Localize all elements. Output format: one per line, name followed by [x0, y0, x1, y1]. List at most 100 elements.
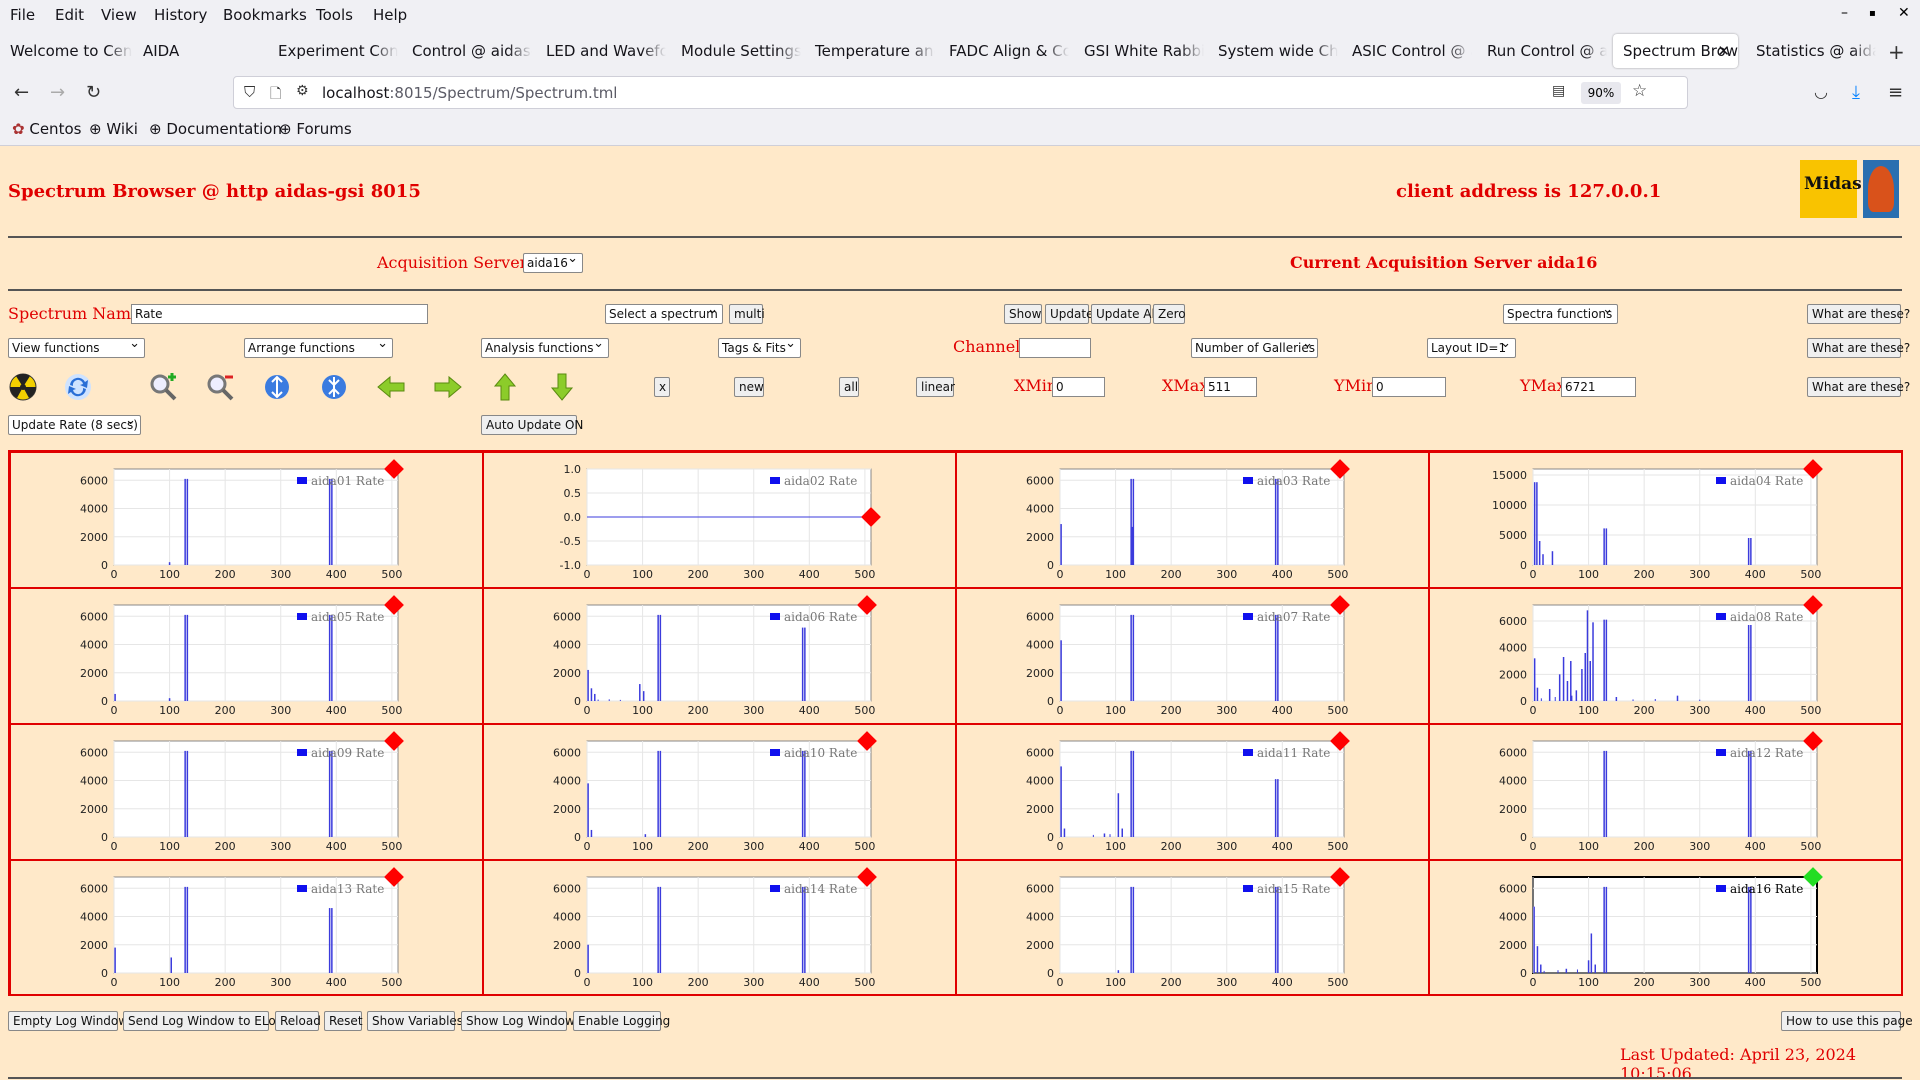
tab-system-check[interactable]: System wide Che	[1208, 34, 1338, 68]
update-all-button[interactable]: Update All	[1091, 304, 1158, 324]
zero-button[interactable]: Zero	[1153, 304, 1186, 324]
tab-aida[interactable]: AIDA	[133, 34, 229, 68]
spectra-functions-dropdown[interactable]: Spectra functions	[1503, 302, 1618, 324]
forward-arrow-icon[interactable]: →	[50, 82, 66, 103]
spectrum-cell[interactable]: 0 100 200 300 400 500 0 2000 4000 6000 aida10 Rate	[483, 724, 956, 860]
update-rate-dropdown[interactable]: Update Rate (8 secs)	[8, 413, 141, 435]
menu-history[interactable]: History	[154, 6, 208, 24]
tab-led-waveform[interactable]: LED and Wavefor	[536, 34, 666, 68]
what-are-these-button-3[interactable]: What are these?	[1807, 377, 1910, 397]
x-button[interactable]: x	[654, 377, 670, 397]
tab-control[interactable]: Control @ aidas-	[402, 34, 532, 68]
acquisition-server-select[interactable]: aida16	[523, 251, 583, 273]
spectrum-cell[interactable]: 0 100 200 300 400 500 0 2000 4000 6000 aida05 Rate	[10, 588, 483, 724]
new-tab-button[interactable]: +	[1888, 40, 1905, 64]
multi-button[interactable]: multi	[729, 304, 765, 324]
ymax-input[interactable]: 6721	[1561, 377, 1636, 397]
show-button[interactable]: Show	[1004, 304, 1042, 324]
spectrum-cell[interactable]: 0 100 200 300 400 500 0 2000 4000 6000 aida06 Rate	[483, 588, 956, 724]
show-variables-button[interactable]: Show Variables	[367, 1011, 463, 1031]
menu-help[interactable]: Help	[373, 6, 408, 24]
menu-bookmarks[interactable]: Bookmarks	[223, 6, 307, 24]
menu-edit[interactable]: Edit	[55, 6, 85, 24]
enable-logging-button[interactable]: Enable Logging	[573, 1011, 670, 1031]
update-button[interactable]: Update	[1045, 304, 1093, 324]
tab-spectrum-browser[interactable]: Spectrum Brow ✕	[1613, 34, 1738, 68]
bookmark-documentation[interactable]: ⊕ Documentation	[149, 120, 282, 138]
view-functions-dropdown[interactable]: View functions	[8, 336, 145, 358]
number-of-galleries-dropdown[interactable]: Number of Galleries	[1191, 336, 1318, 358]
tab-white-rabbit[interactable]: GSI White Rabbit	[1074, 34, 1204, 68]
hamburger-menu-icon[interactable]: ≡	[1888, 82, 1904, 103]
spectrum-cell[interactable]: 0 100 200 300 400 500 0 2000 4000 6000 aida03 Rate	[956, 452, 1429, 588]
spectrum-cell[interactable]: 0 100 200 300 400 500 0 5000 10000 15000 aida04 Ra…	[1429, 452, 1902, 588]
refresh-icon[interactable]	[63, 372, 93, 402]
what-are-these-button-2[interactable]: What are these?	[1807, 338, 1910, 358]
new-button[interactable]: new	[734, 377, 764, 397]
tab-welcome[interactable]: Welcome to Cent	[0, 34, 132, 68]
select-spectrum-dropdown[interactable]: Select a spectrum	[605, 302, 723, 324]
send-log-to-elog-button[interactable]: Send Log Window to ELog	[123, 1011, 283, 1031]
spectrum-cell[interactable]: 0 100 200 300 400 500 0 2000 4000 6000 aida13 Rate	[10, 860, 483, 996]
tags-fits-dropdown[interactable]: Tags & Fits	[718, 336, 801, 358]
layout-id-dropdown[interactable]: Layout ID=1	[1427, 336, 1516, 358]
url-bar[interactable]: ⛉ 🗋 ⚙ localhost:8015/Spectrum/Spectrum.t…	[233, 76, 1688, 109]
xmax-input[interactable]: 511	[1204, 377, 1257, 397]
zoom-level[interactable]: 90%	[1581, 82, 1621, 104]
menu-view[interactable]: View	[101, 6, 137, 24]
ymin-input[interactable]: 0	[1372, 377, 1446, 397]
radiation-icon[interactable]	[8, 372, 38, 402]
arrow-down-icon[interactable]	[547, 372, 577, 402]
zoom-out-icon[interactable]	[205, 372, 235, 402]
bookmark-wiki[interactable]: ⊕ Wiki	[89, 120, 138, 138]
all-button[interactable]: all	[839, 377, 859, 397]
channel-input[interactable]	[1019, 338, 1091, 358]
tab-fadc-align[interactable]: FADC Align & Co	[939, 34, 1069, 68]
bookmark-forums[interactable]: ⊕ Forums	[279, 120, 352, 138]
spectrum-cell[interactable]: 0 100 200 300 400 500 -1.0 -0.5 0.0 0.5 1.0 aida02 …	[483, 452, 956, 588]
permissions-icon[interactable]: ⚙	[296, 83, 309, 99]
shield-icon[interactable]: ⛉	[244, 83, 256, 101]
spectrum-name-input[interactable]: Rate	[131, 304, 428, 324]
bookmark-star-icon[interactable]: ☆	[1632, 81, 1648, 101]
compress-y-icon[interactable]	[319, 372, 349, 402]
downloads-icon[interactable]: ⤓	[1852, 82, 1860, 103]
linear-button[interactable]: linear	[916, 377, 955, 397]
spectrum-cell[interactable]: 0 100 200 300 400 500 0 2000 4000 6000 aida08 Rate	[1429, 588, 1902, 724]
reader-view-icon[interactable]: ▤	[1552, 83, 1566, 99]
spectrum-cell[interactable]: 0 100 200 300 400 500 0 2000 4000 6000 aida12 Rate	[1429, 724, 1902, 860]
bookmark-centos[interactable]: ✿ Centos	[12, 120, 81, 138]
tab-temperature[interactable]: Temperature and	[805, 34, 935, 68]
spectrum-cell[interactable]: 0 100 200 300 400 500 0 2000 4000 6000 aida11 Rate	[956, 724, 1429, 860]
reload-icon[interactable]: ↻	[86, 82, 102, 103]
close-window-button[interactable]: ✕	[1898, 5, 1910, 21]
back-arrow-icon[interactable]: ←	[14, 82, 30, 103]
spectrum-cell[interactable]: 0 100 200 300 400 500 0 2000 4000 6000 aida09 Rate	[10, 724, 483, 860]
xmin-input[interactable]: 0	[1052, 377, 1105, 397]
pocket-icon[interactable]: ◡	[1814, 82, 1828, 101]
arrow-right-icon[interactable]	[433, 372, 463, 402]
analysis-functions-dropdown[interactable]: Analysis functions	[481, 336, 609, 358]
menu-file[interactable]: File	[10, 6, 36, 24]
arrow-up-icon[interactable]	[490, 372, 520, 402]
menu-tools[interactable]: Tools	[316, 6, 353, 24]
expand-y-icon[interactable]	[262, 372, 292, 402]
spectrum-cell[interactable]: 0 100 200 300 400 500 0 2000 4000 6000 aida16 Rate	[1429, 860, 1902, 996]
reset-button[interactable]: Reset	[324, 1011, 363, 1031]
reload-button[interactable]: Reload	[275, 1011, 321, 1031]
url-text[interactable]: localhost:8015/Spectrum/Spectrum.tml	[322, 84, 617, 102]
tab-statistics[interactable]: Statistics @ aidas	[1746, 34, 1876, 68]
what-are-these-button-1[interactable]: What are these?	[1807, 304, 1910, 324]
spectrum-cell[interactable]: 0 100 200 300 400 500 0 2000 4000 6000 aida14 Rate	[483, 860, 956, 996]
tab-experiment-control[interactable]: Experiment Contr	[268, 34, 398, 68]
show-log-window-button[interactable]: Show Log Window	[461, 1011, 575, 1031]
empty-log-window-button[interactable]: Empty Log Window	[8, 1011, 128, 1031]
zoom-in-icon[interactable]	[148, 372, 178, 402]
spectrum-cell[interactable]: 0 100 200 300 400 500 0 2000 4000 6000 aida07 Rate	[956, 588, 1429, 724]
minimize-button[interactable]: –	[1841, 5, 1848, 21]
close-tab-icon[interactable]: ✕	[1717, 42, 1730, 60]
tab-asic-control[interactable]: ASIC Control @ a	[1342, 34, 1472, 68]
arrow-left-icon[interactable]	[376, 372, 406, 402]
tab-run-control[interactable]: Run Control @ ai	[1477, 34, 1607, 68]
auto-update-button[interactable]: Auto Update ON	[481, 415, 583, 435]
